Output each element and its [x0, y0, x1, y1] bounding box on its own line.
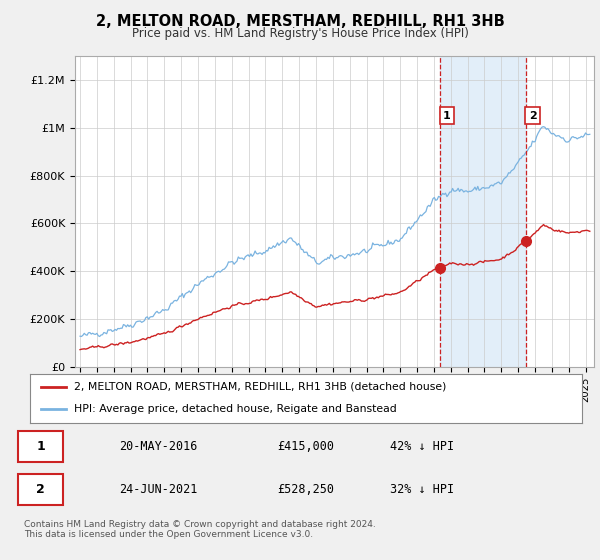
Text: 2: 2	[36, 483, 45, 496]
Text: 1: 1	[443, 111, 451, 121]
FancyBboxPatch shape	[18, 431, 63, 463]
Text: £528,250: £528,250	[277, 483, 334, 496]
Text: 42% ↓ HPI: 42% ↓ HPI	[390, 440, 454, 453]
Text: Price paid vs. HM Land Registry's House Price Index (HPI): Price paid vs. HM Land Registry's House …	[131, 27, 469, 40]
Text: HPI: Average price, detached house, Reigate and Banstead: HPI: Average price, detached house, Reig…	[74, 404, 397, 414]
Bar	[440, 56, 526, 367]
Text: 2, MELTON ROAD, MERSTHAM, REDHILL, RH1 3HB (detached house): 2, MELTON ROAD, MERSTHAM, REDHILL, RH1 3…	[74, 382, 446, 392]
Text: 1: 1	[36, 440, 45, 453]
Text: 24-JUN-2021: 24-JUN-2021	[119, 483, 198, 496]
Text: 32% ↓ HPI: 32% ↓ HPI	[390, 483, 454, 496]
Text: 20-MAY-2016: 20-MAY-2016	[119, 440, 198, 453]
FancyBboxPatch shape	[18, 474, 63, 506]
Text: 2: 2	[529, 111, 536, 121]
Text: Contains HM Land Registry data © Crown copyright and database right 2024.
This d: Contains HM Land Registry data © Crown c…	[24, 520, 376, 539]
Text: 2, MELTON ROAD, MERSTHAM, REDHILL, RH1 3HB: 2, MELTON ROAD, MERSTHAM, REDHILL, RH1 3…	[95, 14, 505, 29]
Text: £415,000: £415,000	[277, 440, 334, 453]
